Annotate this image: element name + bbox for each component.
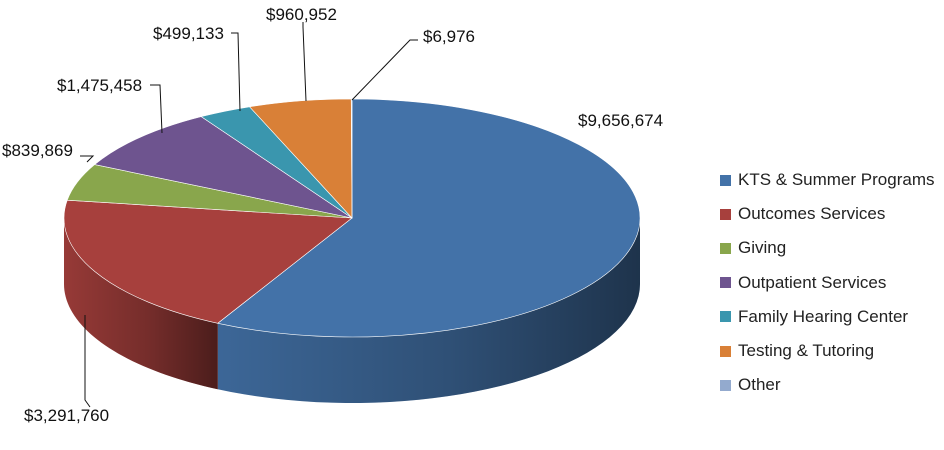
pie-slice xyxy=(217,98,641,338)
legend-item-other: Other xyxy=(720,368,942,402)
legend-label: Family Hearing Center xyxy=(738,306,909,326)
pie-slice xyxy=(94,116,353,219)
legend-label: Testing & Tutoring xyxy=(738,341,875,361)
legend-swatch xyxy=(720,379,731,391)
leader-line xyxy=(84,315,91,408)
leader-line xyxy=(150,84,163,134)
data-label: $3,291,760 xyxy=(24,406,109,425)
legend-swatch xyxy=(720,208,731,220)
data-label: $6,976 xyxy=(423,27,475,46)
pie-slice xyxy=(63,199,353,324)
pie-slice-side xyxy=(217,218,640,403)
legend-label: Other xyxy=(738,375,781,395)
legend-label: Outpatient Services xyxy=(738,272,887,292)
legend-swatch xyxy=(720,277,731,289)
data-label: $499,133 xyxy=(153,24,224,43)
legend-swatch xyxy=(720,345,731,357)
leader-line xyxy=(231,32,241,112)
legend-item-outcomes-services: Outcomes Services xyxy=(720,197,942,231)
chart-legend: KTS & Summer Programs Outcomes Services … xyxy=(720,163,942,402)
data-label: $1,475,458 xyxy=(57,76,142,95)
leader-line xyxy=(351,39,418,101)
legend-item-kts-summer-programs: KTS & Summer Programs xyxy=(720,163,942,197)
legend-item-outpatient-services: Outpatient Services xyxy=(720,266,942,300)
data-label: $9,656,674 xyxy=(578,111,663,130)
leader-line xyxy=(80,155,95,163)
pie-slice xyxy=(350,98,353,219)
leader-line xyxy=(302,22,307,102)
data-label: $960,952 xyxy=(266,5,337,24)
legend-item-giving: Giving xyxy=(720,231,942,265)
data-label: $839,869 xyxy=(2,141,73,160)
legend-label: Giving xyxy=(738,238,787,258)
pie-slice-side xyxy=(64,218,218,390)
legend-item-testing-tutoring: Testing & Tutoring xyxy=(720,334,942,368)
legend-swatch xyxy=(720,311,731,323)
legend-label: Outcomes Services xyxy=(738,204,886,224)
legend-item-family-hearing-center: Family Hearing Center xyxy=(720,300,942,334)
legend-swatch xyxy=(720,242,731,254)
legend-swatch xyxy=(720,174,731,186)
legend-label: KTS & Summer Programs xyxy=(738,170,935,190)
